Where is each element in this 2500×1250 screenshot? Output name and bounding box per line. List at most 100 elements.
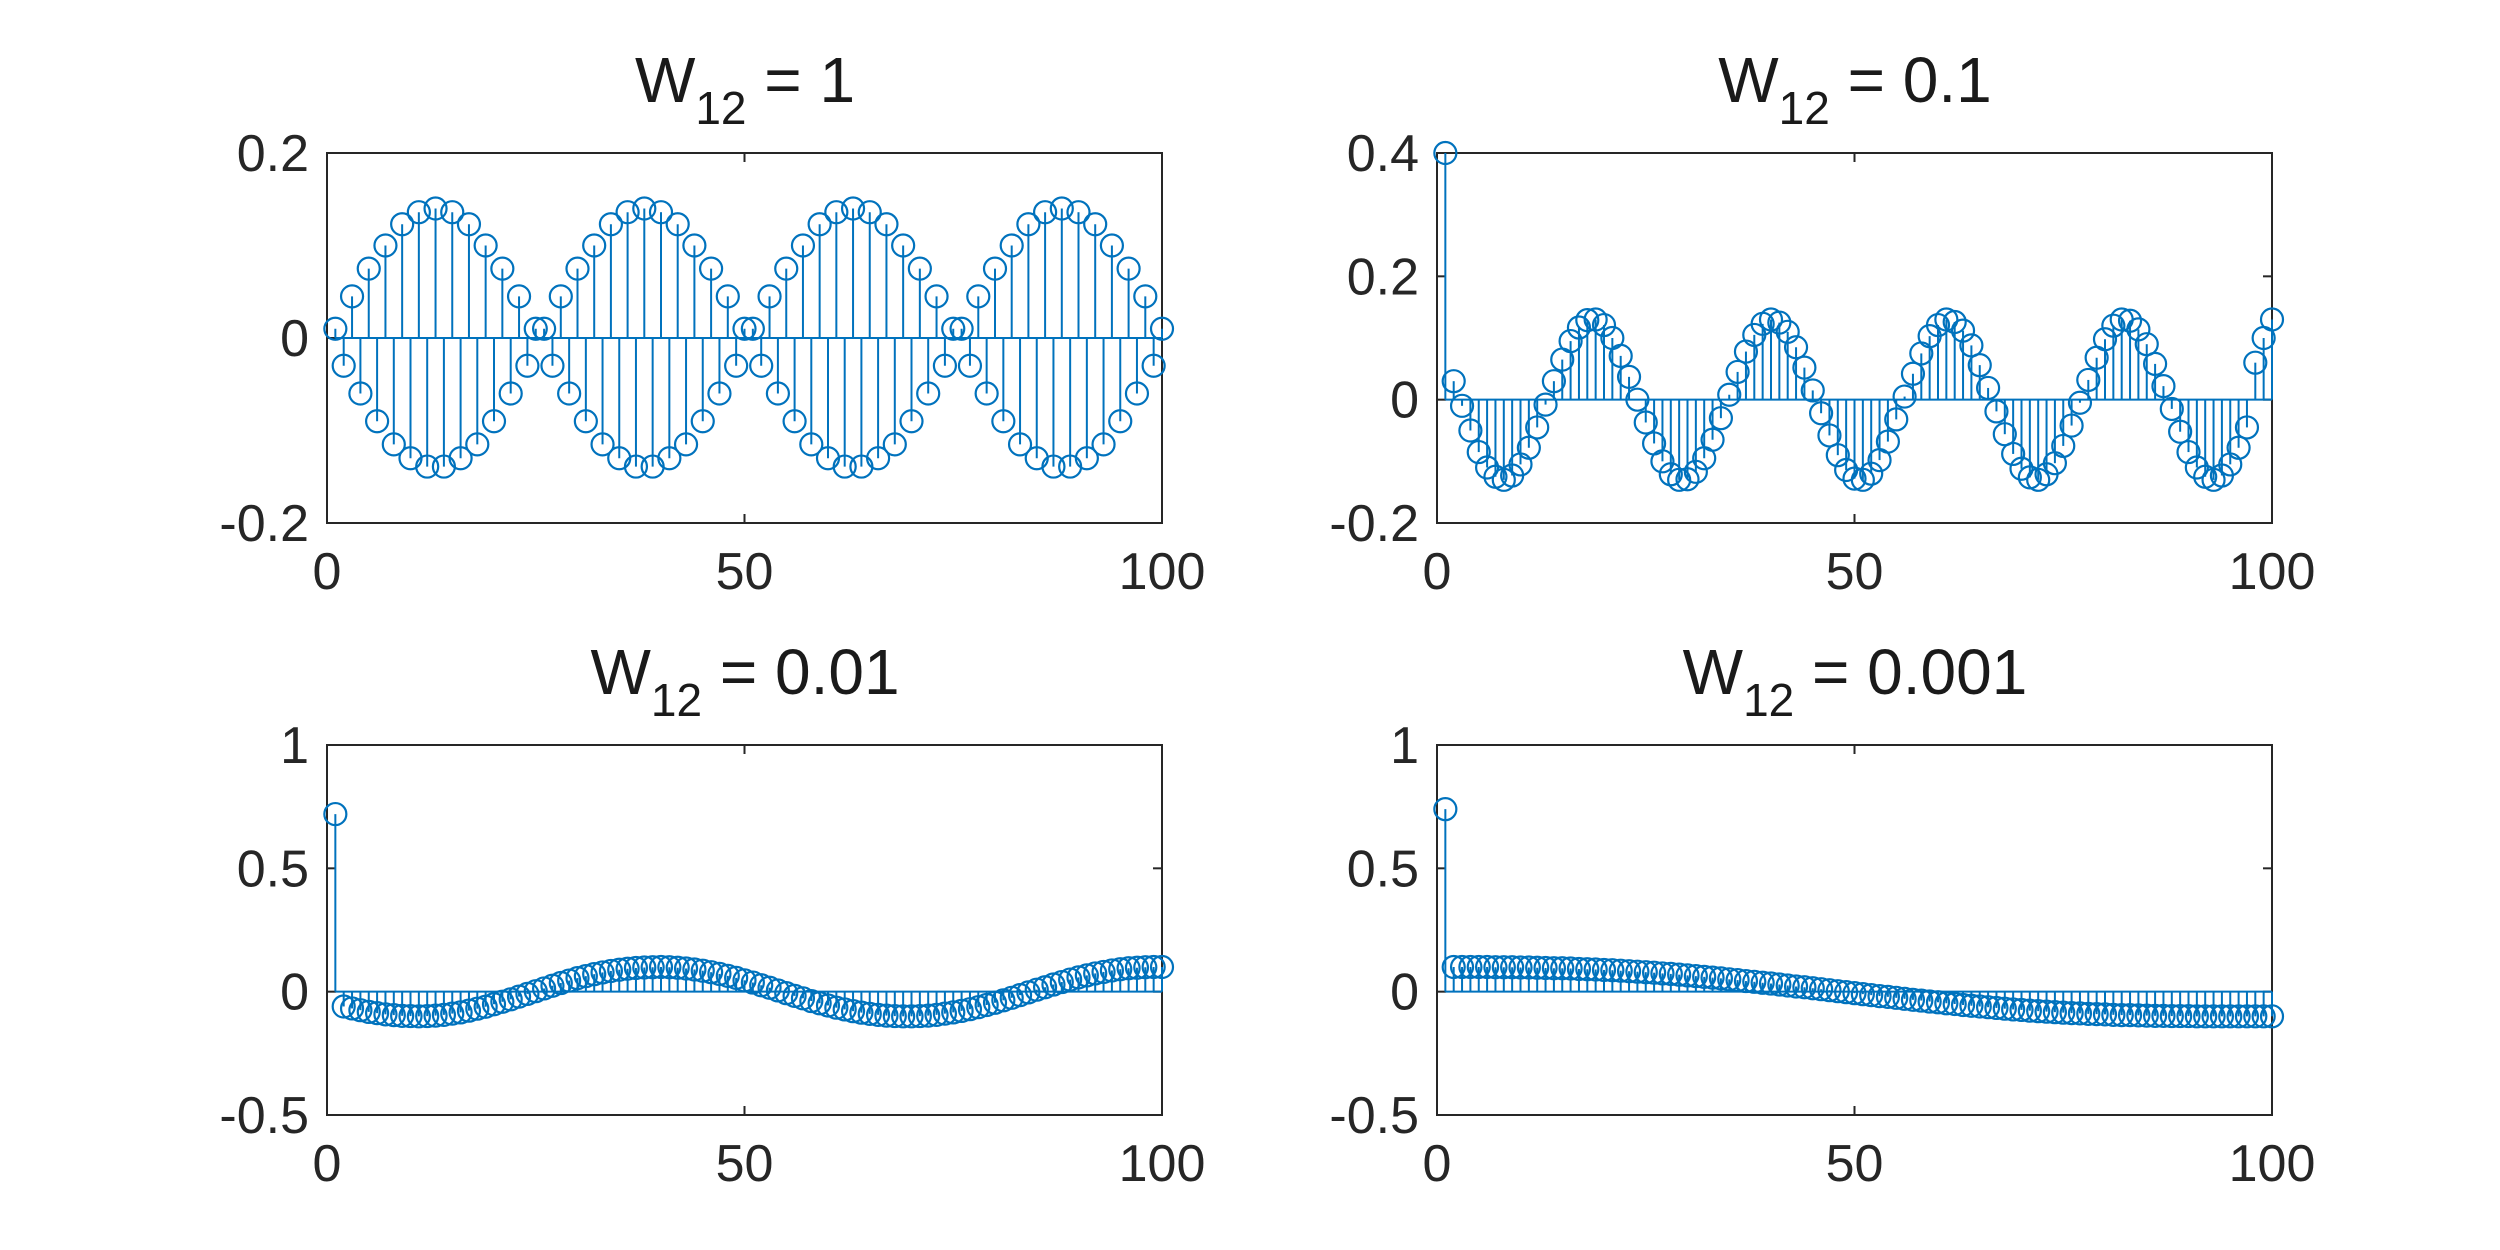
subplot-1-stem-marker bbox=[1083, 212, 1108, 237]
subplot-1-stem-marker bbox=[657, 446, 682, 471]
subplot-2-ytick-label: 0.2 bbox=[1347, 248, 1419, 306]
subplot-2-stem-marker bbox=[2009, 456, 2034, 481]
subplot-3-stem-marker bbox=[406, 1004, 431, 1029]
subplot-4-stem-marker bbox=[1500, 955, 1525, 980]
subplot-3-stem-marker bbox=[882, 1003, 907, 1029]
subplot-3-stem-marker bbox=[1141, 954, 1166, 980]
subplot-1-stem-marker bbox=[540, 353, 565, 378]
subplot-4-stem-marker bbox=[1474, 954, 1500, 980]
subplot-2-stem-marker bbox=[2001, 441, 2026, 467]
subplot-3-stem-marker bbox=[874, 1003, 899, 1028]
subplot-2-xtick-label: 100 bbox=[2229, 543, 2316, 601]
subplot-4-stem-marker bbox=[2143, 1003, 2168, 1028]
subplot-1-stem-marker bbox=[1099, 233, 1125, 258]
subplot-1-stem-marker bbox=[1032, 200, 1058, 225]
subplot-2-stem-marker bbox=[2151, 374, 2176, 399]
subplot-3-stem-marker bbox=[673, 956, 699, 981]
subplot-2-stem-marker bbox=[1708, 406, 1734, 431]
subplot-1-stem-marker bbox=[665, 212, 690, 237]
subplot-1-stem-marker bbox=[506, 284, 532, 309]
subplot-3-stem-marker bbox=[865, 1002, 891, 1027]
subplot-3-stem-marker bbox=[598, 958, 624, 984]
subplot-3-stem-marker bbox=[448, 1000, 473, 1025]
subplot-2-stem-marker bbox=[2059, 413, 2084, 438]
subplot-4-stem-marker bbox=[1675, 963, 1700, 988]
subplot-1-stem-marker bbox=[615, 200, 640, 225]
subplot-4-stem-marker bbox=[1466, 954, 1491, 980]
subplot-4-stem-marker bbox=[2168, 1003, 2193, 1029]
subplot-2-stem-marker bbox=[1892, 384, 1917, 409]
subplot-3-stem-marker bbox=[415, 1003, 440, 1029]
subplot-4-stem-marker bbox=[1775, 973, 1800, 998]
subplot-3-stem-marker bbox=[682, 957, 707, 982]
subplot-2-stem-marker bbox=[1884, 407, 1909, 432]
subplot-1-stem-marker bbox=[623, 454, 649, 479]
subplot-1-stem-marker bbox=[982, 256, 1008, 281]
subplot-2-stem-marker bbox=[2259, 307, 2285, 332]
subplot-3-stem-marker bbox=[607, 957, 632, 982]
subplot-4-stem-marker bbox=[1967, 994, 1992, 1019]
subplot-4-stem-marker bbox=[1641, 960, 1667, 985]
subplot-1-stem-marker bbox=[415, 454, 440, 479]
subplot-4-stem-marker bbox=[2126, 1003, 2151, 1028]
subplot-1-xtick-label: 0 bbox=[313, 543, 342, 601]
subplot-4-stem-marker bbox=[1859, 983, 1884, 1008]
subplot-1-stem-marker bbox=[339, 284, 365, 309]
subplot-4-stem-marker bbox=[1508, 955, 1533, 980]
subplot-4-ytick-label: 1 bbox=[1390, 717, 1419, 775]
subplot-4-stem-marker bbox=[1658, 961, 1683, 987]
subplot-1-stem-marker bbox=[1091, 432, 1116, 457]
subplot-2-stem-marker bbox=[1625, 387, 1650, 412]
subplot-1-stem-marker bbox=[682, 233, 707, 258]
subplot-4-stem-marker bbox=[1767, 972, 1792, 997]
subplot-4-stem-marker bbox=[1834, 980, 1859, 1005]
subplot-3-axes-box bbox=[326, 744, 1163, 1116]
subplot-4-stem-marker bbox=[1900, 987, 1926, 1012]
subplot-1-stem-marker bbox=[531, 316, 557, 341]
subplot-4-stem-marker bbox=[2193, 1004, 2218, 1029]
subplot-3-stem-marker bbox=[348, 998, 373, 1023]
subplot-1-stem-marker bbox=[473, 233, 498, 258]
subplot-4-stem-marker bbox=[2101, 1002, 2126, 1027]
subplot-4-stem-marker bbox=[1533, 955, 1558, 981]
subplot-4-stem-marker bbox=[2176, 1003, 2201, 1029]
subplot-4-stem-marker bbox=[1817, 978, 1842, 1003]
subplot-4-stem-marker bbox=[2184, 1004, 2209, 1029]
subplot-4-stem-marker bbox=[1683, 964, 1708, 989]
subplot-2-stem-marker bbox=[1667, 467, 1692, 492]
subplot-2-stem-marker bbox=[2143, 351, 2168, 376]
subplot-1-stem-marker bbox=[865, 446, 891, 471]
subplot-1-stem-marker bbox=[440, 200, 465, 225]
subplot-4-stem-marker bbox=[1458, 954, 1483, 980]
subplot-3-stem-marker bbox=[1099, 958, 1125, 983]
subplot-2-ytick-label: -0.2 bbox=[1329, 495, 1419, 553]
subplot-4-xtick-label: 100 bbox=[2229, 1135, 2316, 1193]
subplot-1-stem-marker bbox=[698, 256, 724, 281]
subplot-3-stem-marker bbox=[891, 1004, 916, 1029]
subplot-1-stem-marker bbox=[1108, 409, 1133, 434]
subplot-2-stem-marker bbox=[2184, 455, 2209, 480]
subplot-1-stem-marker bbox=[899, 409, 924, 434]
subplot-4-title: W12 = 0.001 bbox=[1683, 636, 2028, 726]
subplot-4-stem-marker bbox=[1616, 959, 1642, 984]
subplot-4-stem-marker bbox=[2042, 1000, 2067, 1025]
subplot-2-stem-marker bbox=[1850, 467, 1875, 492]
subplot-3-stem-marker bbox=[440, 1001, 465, 1026]
subplot-1-stem-marker bbox=[406, 200, 431, 225]
subplot-2-stem-marker bbox=[1449, 393, 1475, 418]
subplot-4-stem-marker bbox=[1591, 957, 1617, 983]
subplot-4-stem-marker bbox=[1867, 984, 1892, 1009]
subplot-2-stem-marker bbox=[1650, 449, 1675, 474]
subplot-1-stem-marker bbox=[356, 256, 381, 281]
subplot-1-stem-marker bbox=[974, 381, 999, 406]
subplot-2-stem-marker bbox=[2117, 308, 2143, 333]
subplot-3-stem-marker bbox=[623, 955, 649, 981]
subplot-3-stem-marker bbox=[632, 955, 657, 980]
subplot-1-stem-marker bbox=[749, 353, 774, 378]
subplot-3-ytick-label: -0.5 bbox=[219, 1087, 309, 1145]
subplot-2-stem-marker bbox=[1558, 328, 1583, 354]
subplot-3-xtick-label: 100 bbox=[1119, 1135, 1206, 1193]
subplot-2-stem-marker bbox=[1950, 318, 1976, 343]
subplot-4-stem-marker bbox=[1825, 979, 1850, 1004]
subplot-2-stem-marker bbox=[1967, 353, 1992, 378]
